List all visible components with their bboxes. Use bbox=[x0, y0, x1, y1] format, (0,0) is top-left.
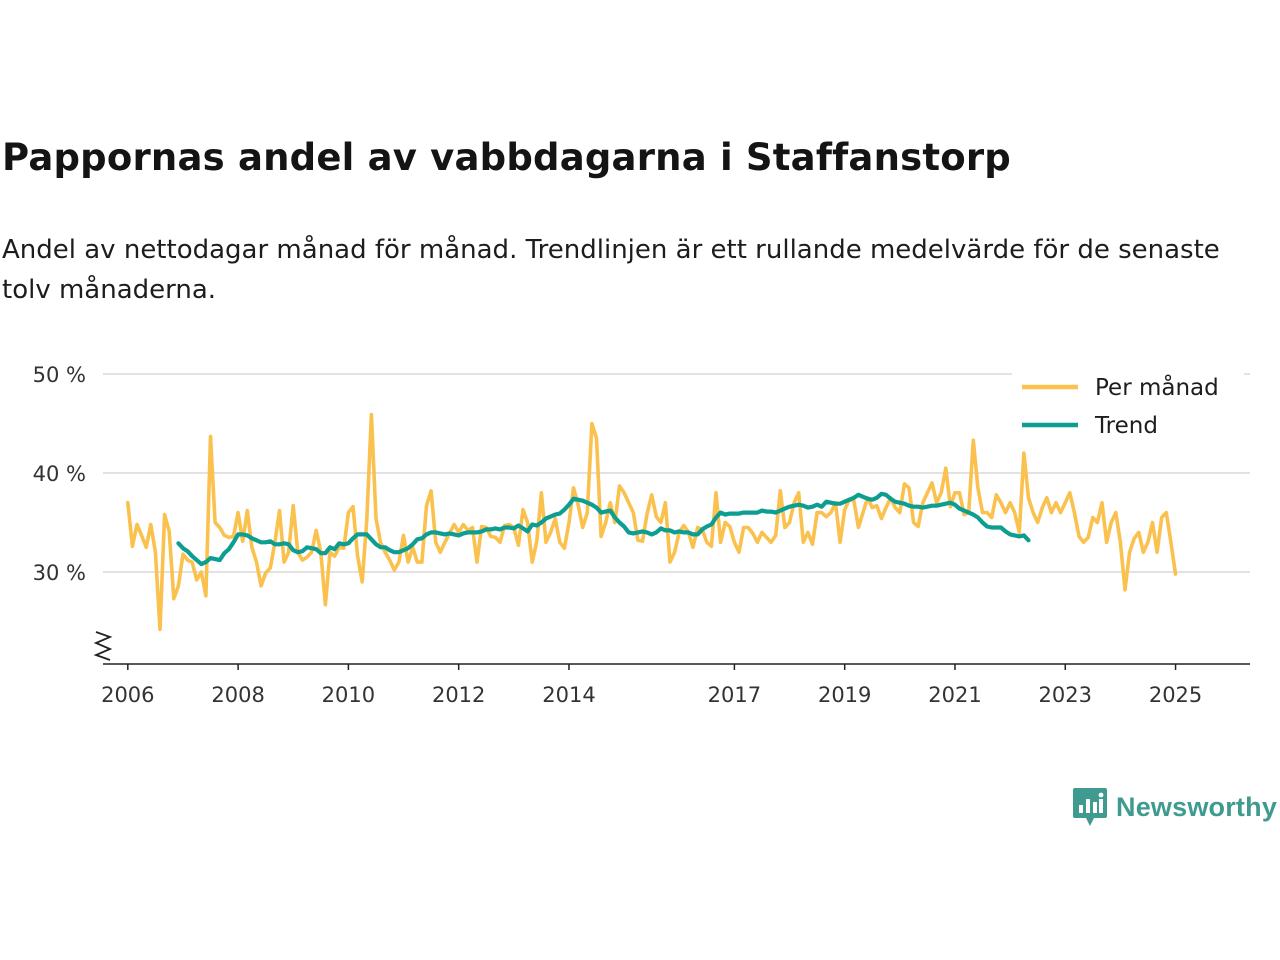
newsworthy-logo-text: Newsworthy bbox=[1116, 791, 1278, 822]
y-tick-label: 40 % bbox=[33, 462, 86, 486]
newsworthy-logo-icon bbox=[1073, 788, 1107, 826]
y-axis: 30 % 40 % 50 % bbox=[33, 363, 86, 585]
legend-label-trend: Trend bbox=[1094, 413, 1158, 439]
legend-background bbox=[1012, 366, 1244, 448]
x-tick-label: 2017 bbox=[708, 683, 761, 707]
y-tick-label: 50 % bbox=[33, 363, 86, 387]
y-tick-label: 30 % bbox=[33, 561, 86, 585]
axis-break-icon bbox=[93, 631, 113, 661]
x-tick-label: 2010 bbox=[322, 683, 375, 707]
x-tick-label: 2023 bbox=[1039, 683, 1092, 707]
legend-label-per-manad: Per månad bbox=[1095, 373, 1219, 401]
x-tick-label: 2006 bbox=[101, 683, 154, 707]
x-axis: 2006 2008 2010 2012 2014 2017 2019 2021 2023 2025 bbox=[93, 631, 1250, 707]
x-tick-label: 2008 bbox=[211, 683, 264, 707]
chart-title: Pappornas andel av vabbdagarna i Staffan… bbox=[2, 136, 1011, 179]
series-line-monthly bbox=[126, 412, 1178, 632]
legend: Per månad Trend bbox=[1012, 366, 1244, 448]
newsworthy-logo[interactable]: Newsworthy bbox=[1072, 786, 1277, 828]
chart-subtitle: Andel av nettodagar månad för månad. Tre… bbox=[2, 235, 1220, 305]
x-tick-label: 2019 bbox=[818, 683, 871, 707]
x-tick-label: 2012 bbox=[432, 683, 485, 707]
x-tick-label: 2014 bbox=[542, 683, 595, 707]
series-line-trend bbox=[176, 491, 1031, 567]
x-tick-label: 2025 bbox=[1149, 683, 1202, 707]
x-tick-label: 2021 bbox=[928, 683, 981, 707]
series-lines bbox=[126, 412, 1178, 632]
